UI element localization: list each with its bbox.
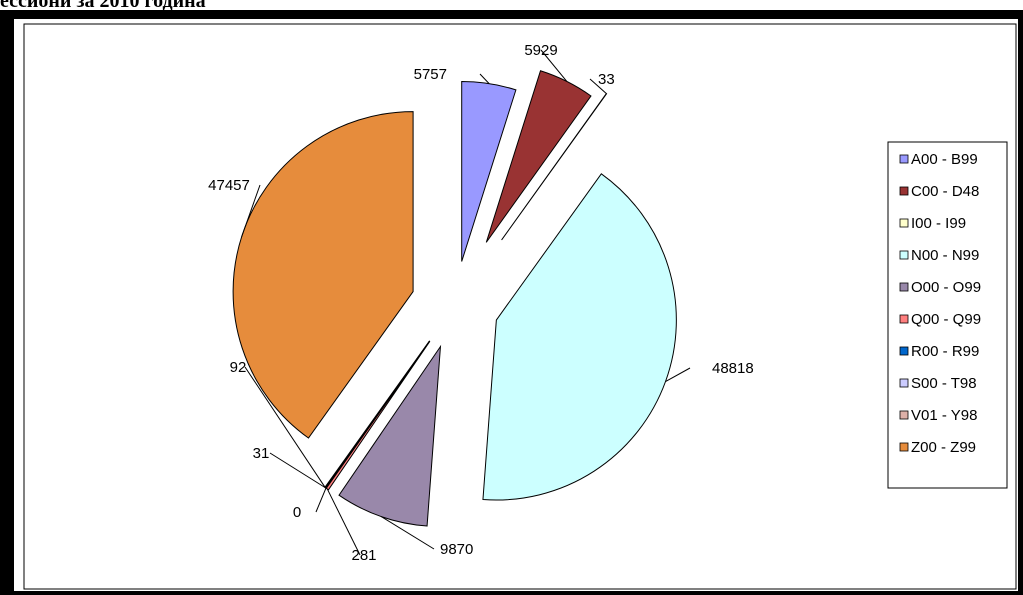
- legend-swatch: [899, 250, 909, 260]
- legend-swatch: [899, 378, 909, 388]
- data-label: 48818: [712, 360, 754, 377]
- legend-swatch: [899, 442, 909, 452]
- leader-lines: [241, 49, 691, 556]
- data-label: 33: [598, 71, 615, 88]
- legend-swatch: [899, 410, 909, 420]
- leader-line: [380, 515, 435, 550]
- data-label: 92: [230, 359, 247, 376]
- leader-line: [665, 367, 691, 382]
- legend-entry-label: S00 - T98: [911, 375, 977, 392]
- legend-swatch: [899, 346, 909, 356]
- leader-line: [269, 452, 327, 489]
- legend-swatch: [899, 282, 909, 292]
- legend-entry-label: I00 - I99: [911, 215, 966, 232]
- data-label: 5757: [414, 66, 447, 83]
- leader-line: [315, 487, 327, 513]
- legend-entry-label: N00 - N99: [911, 247, 979, 264]
- legend-swatch: [899, 186, 909, 196]
- leader-line: [241, 184, 261, 237]
- page-title-fragment: ессиони за 2010 година: [0, 0, 206, 12]
- legend-swatch: [899, 314, 909, 324]
- pie-slice-c00-d48: [485, 70, 592, 243]
- legend-swatch: [899, 218, 909, 228]
- legend-entry-label: C00 - D48: [911, 183, 979, 200]
- leader-line: [589, 78, 607, 95]
- data-label: 0: [293, 504, 301, 521]
- data-label: 9870: [440, 541, 473, 558]
- plot-area-border: [23, 23, 1017, 590]
- legend-entry-label: V01 - Y98: [911, 407, 977, 424]
- legend-swatch: [899, 154, 909, 164]
- pie-slice-a00-b99: [461, 81, 517, 262]
- leader-line: [479, 73, 490, 84]
- legend-entry-label: R00 - R99: [911, 343, 979, 360]
- pie-slice-n00-n99: [482, 173, 677, 501]
- data-label: 5929: [524, 42, 557, 59]
- pie-slices: [232, 70, 677, 527]
- pie-slice-o00-o99: [338, 344, 442, 527]
- legend: A00 - B99 C00 - D48 I00 - I99 N00 - N99 O00 …: [887, 141, 1008, 489]
- leader-line: [244, 366, 326, 488]
- data-label: 31: [253, 445, 270, 462]
- legend-entry-label: A00 - B99: [911, 151, 978, 168]
- legend-entry-label: O00 - O99: [911, 279, 981, 296]
- leader-line: [540, 49, 568, 82]
- data-label: 281: [351, 547, 376, 564]
- legend-entry-label: Q00 - Q99: [911, 311, 981, 328]
- data-labels: 5757 5929 33 48818 9870 281 0 31 92 47457: [208, 42, 754, 564]
- data-label: 47457: [208, 177, 250, 194]
- legend-entry-label: Z00 - Z99: [911, 439, 976, 456]
- leader-line: [326, 488, 361, 556]
